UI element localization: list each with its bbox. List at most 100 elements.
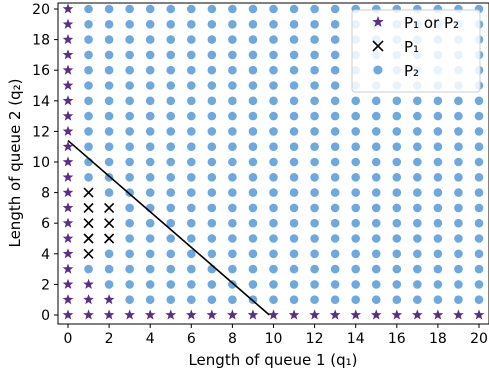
p2-point [125, 65, 134, 75]
p1-point [104, 233, 115, 244]
p2-point [289, 4, 299, 14]
p2-point [207, 35, 217, 44]
p2-point [228, 127, 237, 136]
p2-point [248, 50, 258, 60]
p1-or-p2-point [62, 49, 74, 60]
p2-point [392, 249, 402, 259]
p2-point [310, 127, 319, 136]
p2-point [310, 4, 319, 14]
p2-point [187, 218, 196, 228]
p1-or-p2-point [206, 309, 218, 320]
p2-point [269, 157, 278, 167]
p2-point [248, 35, 258, 44]
p2-point [187, 234, 196, 243]
p2-point [392, 157, 402, 167]
p2-point [248, 173, 258, 182]
legend-label: P₁ or P₂ [404, 14, 459, 32]
p2-point [454, 249, 463, 259]
p2-point [145, 35, 155, 44]
p2-point [454, 203, 463, 213]
p2-point [289, 188, 299, 197]
p1-or-p2-point [83, 278, 94, 289]
p2-point [289, 295, 299, 305]
p2-point [104, 65, 114, 75]
p2-point [351, 234, 361, 243]
p2-point [454, 157, 463, 167]
p1-or-p2-point [62, 3, 74, 14]
p2-point [125, 142, 134, 151]
p2-point [187, 127, 196, 136]
p2-point [392, 142, 402, 151]
p2-point [371, 295, 381, 305]
p2-point [248, 157, 258, 167]
p2-point [166, 111, 176, 121]
p2-point [330, 65, 340, 75]
p2-point [104, 111, 114, 121]
p2-point [310, 50, 319, 60]
p2-point [228, 50, 237, 60]
p2-point [104, 249, 114, 259]
p2-point [454, 96, 463, 106]
p1-or-p2-point [62, 217, 74, 228]
p2-point [104, 20, 114, 29]
p2-point [269, 264, 278, 274]
p2-point [228, 4, 237, 14]
p2-point [207, 280, 217, 289]
p2-point [289, 218, 299, 228]
p1-or-p2-point [62, 125, 74, 136]
p2-point [433, 142, 443, 151]
p1-or-p2-point [83, 294, 94, 305]
boundary-line-group [67, 139, 270, 316]
p2-point [166, 96, 176, 106]
p2-point [187, 50, 196, 60]
p2-point [474, 157, 484, 167]
p2-point [166, 50, 176, 60]
p2-point [289, 20, 299, 29]
p2-point [125, 20, 134, 29]
p2-point [248, 4, 258, 14]
p2-point [248, 218, 258, 228]
p2-point [351, 264, 361, 274]
p2-point [310, 249, 319, 259]
p2-point [392, 203, 402, 213]
x-tick-label: 4 [146, 331, 155, 347]
x-tick-label: 10 [265, 331, 283, 347]
p1-or-p2-point [62, 294, 74, 305]
p2-point [433, 188, 443, 197]
p2-point [371, 173, 381, 182]
p2-point [228, 249, 237, 259]
p2-point [207, 111, 217, 121]
p1-or-p2-point [103, 294, 115, 305]
p2-point [289, 65, 299, 75]
p2-point [310, 188, 319, 197]
p2-point [454, 188, 463, 197]
p1-or-p2-point [124, 309, 135, 320]
p2-point [392, 295, 402, 305]
p2-point [248, 127, 258, 136]
p2-point [269, 249, 278, 259]
p2-point [166, 173, 176, 182]
p2-point [166, 203, 176, 213]
p2-point [474, 203, 484, 213]
p2-point [310, 96, 319, 106]
p2-point [145, 81, 155, 90]
p1-or-p2-point [473, 309, 485, 320]
x-axis: 0 2 4 6 8 10 12 14 16 18 20 [64, 324, 488, 347]
p2-point [289, 234, 299, 243]
x-tick-label: 0 [64, 331, 73, 347]
p2-point [310, 35, 319, 44]
x-tick-label: 20 [470, 331, 488, 347]
p2-point [330, 234, 340, 243]
p2-point [310, 203, 319, 213]
p2-point [474, 234, 484, 243]
p2-point [269, 111, 278, 121]
p2-point [371, 249, 381, 259]
p2-point [330, 142, 340, 151]
p2-point [166, 20, 176, 29]
p2-point [84, 81, 93, 90]
p2-point [166, 249, 176, 259]
p2-point [454, 218, 463, 228]
p2-point [289, 35, 299, 44]
p2-point [125, 96, 134, 106]
p2-point [166, 4, 176, 14]
